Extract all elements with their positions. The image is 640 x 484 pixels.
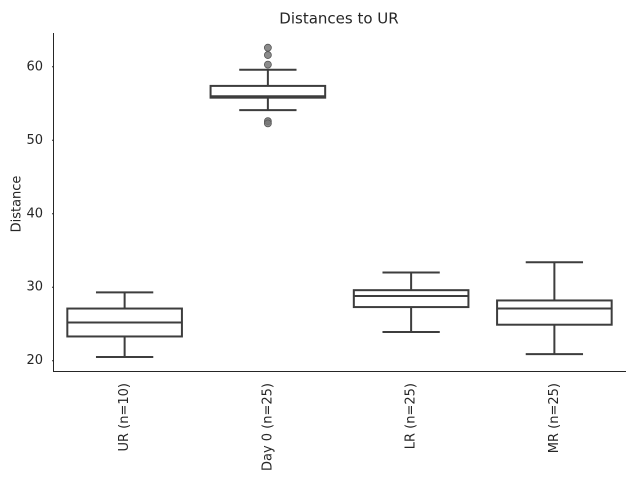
chart-title: Distances to UR xyxy=(279,10,398,28)
x-tick-label: Day 0 (n=25) xyxy=(260,383,275,471)
outlier xyxy=(263,119,272,128)
y-tick-label: 50 xyxy=(26,133,43,148)
x-tick-label: UR (n=10) xyxy=(117,383,132,452)
y-tick-label: 20 xyxy=(26,353,43,368)
outlier xyxy=(263,60,272,69)
y-tick-label: 40 xyxy=(26,206,43,221)
x-tick-label: MR (n=25) xyxy=(547,383,562,453)
y-tick-label: 30 xyxy=(26,280,43,295)
outlier xyxy=(263,43,272,52)
y-axis-label: Distance xyxy=(10,176,25,233)
outlier xyxy=(263,51,272,59)
x-tick-label: LR (n=25) xyxy=(404,383,419,449)
box xyxy=(209,84,327,99)
y-tick-label: 60 xyxy=(26,59,43,74)
box xyxy=(352,289,470,309)
box xyxy=(496,299,613,326)
